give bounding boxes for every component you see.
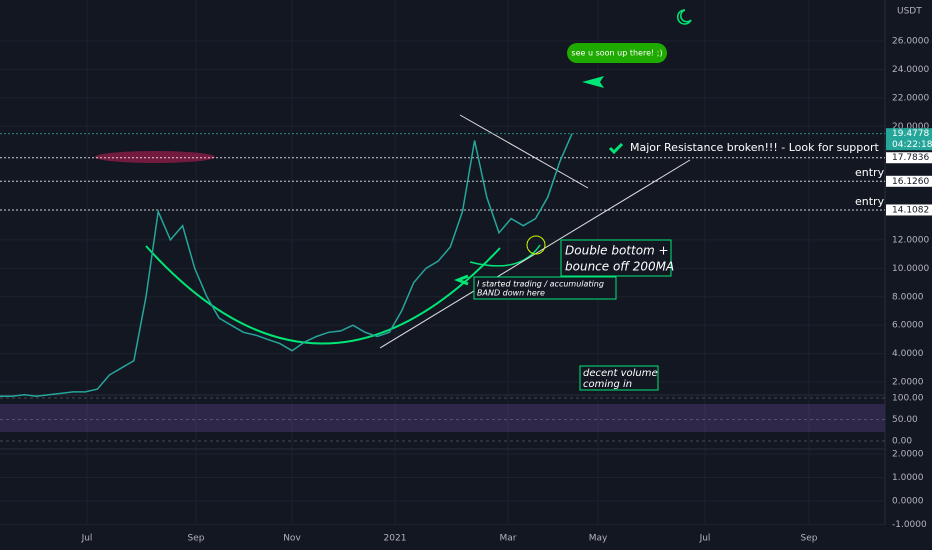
grid (0, 0, 885, 525)
y-tick-label: 12.0000 (892, 235, 929, 245)
rsi-tick-label: 100.00 (892, 394, 924, 404)
x-tick-label: Jul (699, 534, 711, 544)
level-box (886, 204, 932, 216)
moon (676, 9, 692, 25)
annotation: BAND down here (477, 289, 545, 298)
circle (526, 235, 546, 255)
x-tick-label: Mar (500, 534, 517, 544)
annotation: decent volume (583, 368, 658, 379)
y-tick-label: 24.0000 (892, 65, 929, 75)
y-tick-label: 6.0000 (892, 321, 924, 331)
cup-arc (145, 245, 501, 345)
macd-tick-label: 1.0000 (892, 473, 924, 483)
box (560, 239, 672, 277)
bottom-arc (469, 244, 541, 267)
annotation: Double bottom + (565, 244, 669, 258)
macd-tick-label: -1.0000 (892, 520, 927, 530)
y-tick-label: 4.0000 (892, 349, 924, 359)
macd-tick-label: 2.0000 (892, 450, 924, 460)
level-label: 16.1260 (892, 177, 929, 187)
bubble (567, 43, 667, 63)
level-label: 14.1082 (892, 205, 929, 215)
x-tick-label: Nov (283, 534, 301, 544)
annotation: I started trading / accumulating (477, 280, 604, 289)
macd-tick-label: 0.0000 (892, 497, 924, 507)
x-tick-label: 2021 (384, 534, 407, 544)
annotation: coming in (583, 379, 632, 390)
decor (0, 0, 886, 525)
rsi-tick-label: 50.00 (892, 415, 918, 425)
currency: USDT (897, 7, 922, 17)
annotation: entry (855, 195, 885, 208)
level-label: 19.4778 (892, 129, 929, 139)
annotation: entry (855, 166, 885, 179)
price-line (0, 133, 573, 397)
box (579, 365, 659, 391)
level-label: 17.7836 (892, 153, 929, 163)
level-box (886, 152, 932, 164)
y-tick-label: 10.0000 (892, 264, 929, 274)
x-tick-label: Sep (801, 534, 818, 544)
x-tick-label: Sep (188, 534, 205, 544)
box (473, 276, 617, 300)
arrow (453, 274, 469, 286)
y-tick-label: 2.0000 (892, 378, 924, 388)
y-tick-label: 26.0000 (892, 37, 929, 47)
x-tick-label: May (589, 534, 608, 544)
level-box (886, 175, 932, 187)
x-tick-label: Jul (81, 534, 93, 544)
trendline (459, 114, 589, 189)
annotation: bounce off 200MA (565, 260, 674, 274)
bubble-text: see u soon up there! ;) (571, 49, 662, 58)
rsi-band (0, 404, 885, 432)
rsi-tick-label: 0.00 (892, 437, 912, 447)
annotation: Major Resistance broken!!! - Look for su… (630, 141, 880, 154)
countdown: 04:22:18 (892, 140, 932, 150)
plane (582, 76, 604, 88)
y-tick-label: 22.0000 (892, 93, 929, 103)
highlight (95, 151, 215, 163)
check (608, 142, 624, 155)
y-tick-label: 20.0000 (892, 122, 929, 132)
y-tick-label: 8.0000 (892, 292, 924, 302)
level-box (886, 128, 932, 151)
